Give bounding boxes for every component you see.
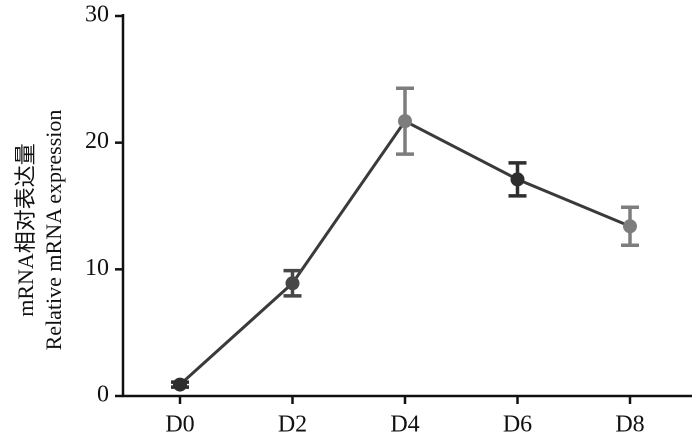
y-tick-label: 0 [97,382,109,408]
x-tick-label: D2 [278,412,307,438]
x-tick-label: D8 [615,412,644,438]
x-tick-label: D0 [165,412,194,438]
line [178,119,631,386]
point [623,219,637,234]
y-label-line: mRNA相对表达量 [13,143,38,317]
x-tick-label: D6 [503,412,532,438]
x-tick-label: D4 [390,412,419,438]
y-axis-title: mRNA相对表达量 Relative mRNA expression [13,110,66,351]
point [285,276,300,291]
point [510,172,525,187]
point [398,114,412,129]
point [173,377,187,392]
y-tick-label: 20 [85,128,109,154]
y-tick-label: 10 [85,255,109,281]
y-tick-label: 30 [85,2,109,28]
y-label-line: Relative mRNA expression [41,110,66,351]
